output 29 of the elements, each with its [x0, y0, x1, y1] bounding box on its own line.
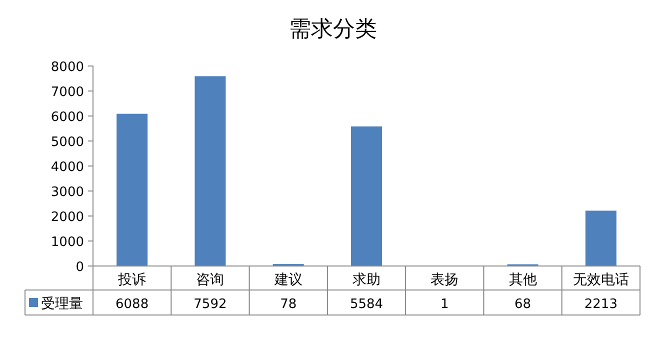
bar [351, 126, 382, 266]
y-tick-label: 7000 [50, 85, 84, 100]
x-tick-label: 投诉 [117, 272, 146, 288]
data-label: 7592 [194, 297, 227, 312]
data-label: 68 [514, 297, 532, 312]
bar [585, 210, 616, 266]
y-tick-label: 0 [76, 260, 84, 275]
data-label: 5584 [350, 297, 384, 312]
y-tick-label: 2000 [50, 210, 84, 225]
y-tick-label: 1000 [50, 235, 84, 250]
data-label: 6088 [116, 297, 149, 312]
y-tick-label: 3000 [50, 185, 84, 200]
x-tick-label: 咨询 [196, 272, 224, 288]
x-tick-label: 求助 [352, 272, 380, 288]
y-tick-label: 6000 [50, 110, 84, 125]
data-label: 78 [280, 297, 297, 312]
y-tick-label: 4000 [50, 160, 84, 175]
bar [194, 76, 226, 266]
x-tick-label: 表扬 [430, 272, 459, 288]
y-tick-label: 8000 [50, 60, 84, 75]
x-tick-label: 建议 [273, 272, 302, 288]
bar [116, 114, 148, 266]
legend-label: 受理量 [41, 296, 83, 312]
x-tick-label: 其他 [508, 272, 537, 288]
data-label: 2213 [584, 297, 618, 312]
y-tick-label: 5000 [50, 135, 84, 150]
x-tick-label: 无效电话 [572, 272, 629, 288]
chart-title: 需求分类 [289, 17, 377, 42]
data-label: 1 [440, 297, 449, 312]
